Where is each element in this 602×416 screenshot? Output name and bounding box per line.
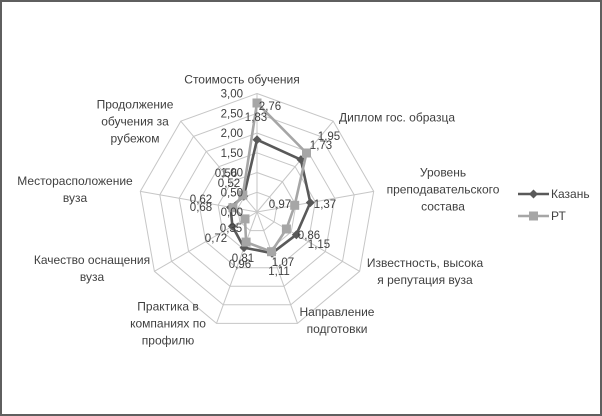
category-label-line: обучения за — [101, 114, 169, 129]
rt-value-label: 0,35 — [220, 223, 242, 235]
grid-spoke — [140, 190, 258, 213]
grid-spoke — [216, 211, 258, 324]
grid-spoke — [256, 211, 298, 324]
kazan-value-label: 1,11 — [268, 266, 290, 278]
category-label-line: состава — [421, 199, 465, 214]
rt-marker — [281, 224, 291, 234]
category-label: Направление подготовки — [300, 304, 375, 338]
rt-value-label: 2,76 — [259, 101, 281, 113]
category-label: Практика в компаниях по профилю — [130, 299, 206, 350]
kazan-value-label: 1,37 — [314, 199, 336, 211]
grid-spoke — [256, 120, 334, 213]
rt-marker — [267, 247, 276, 257]
grid-spoke — [154, 211, 258, 272]
category-label: Известность, высока я репутация вуза — [367, 255, 483, 289]
radial-tick-label: 3,00 — [221, 89, 243, 101]
category-label-line: Известность, высока — [366, 256, 484, 270]
rt-marker — [238, 190, 248, 200]
kazan-value-label: 0,72 — [205, 233, 227, 245]
radial-tick-label: 2,50 — [221, 108, 243, 120]
rt-value-label: 1,07 — [272, 257, 294, 269]
kazan-value-label: 1,83 — [245, 112, 267, 124]
rt-legend-marker-icon — [518, 211, 549, 220]
kazan-value-label: 1,73 — [310, 140, 332, 152]
rt-series-line — [231, 101, 308, 253]
grid-ring — [178, 132, 336, 287]
grid-spoke — [256, 211, 360, 272]
kazan-legend-marker-icon — [518, 189, 549, 198]
category-label-line: я репутация вуза — [377, 273, 473, 287]
category-label-line: вуза — [79, 270, 105, 284]
rt-value-label: 1,95 — [318, 131, 340, 143]
rt-value-label: 0,62 — [190, 194, 212, 206]
category-label-line: Практика в — [137, 299, 199, 314]
legend: Казань РТ — [518, 186, 590, 223]
category-label-line: Диплом гос. образца — [339, 110, 455, 125]
radial-tick-label: 1,50 — [221, 148, 243, 160]
category-label-line: Стоимость обучения — [184, 72, 300, 87]
radial-tick-label: 0,00 — [221, 207, 243, 219]
legend-item-kazan: Казань — [518, 186, 590, 201]
rt-value-label: 0,97 — [269, 199, 291, 211]
kazan-marker — [252, 135, 262, 145]
radial-tick-label: 1,00 — [221, 168, 243, 180]
category-label-line: компаниях по — [130, 316, 206, 331]
category-label: Стоимость обучения — [184, 72, 299, 89]
kazan-value-label: 1,15 — [308, 239, 330, 251]
radial-tick-label: 2,00 — [221, 128, 243, 140]
kazan-value-label: 0,52 — [218, 178, 240, 190]
category-label: Уровень преподавательского состава — [387, 165, 500, 216]
category-label-line: подготовки — [306, 322, 368, 336]
category-label-line: вуза — [62, 191, 88, 205]
grid-ring — [159, 112, 355, 306]
category-label-line: Качество оснащения — [33, 253, 151, 267]
category-label: Качество оснащения вуза — [34, 252, 150, 286]
rt-marker — [240, 214, 250, 224]
category-label: Месторасположение вуза — [17, 173, 132, 207]
legend-label-rt: РТ — [551, 208, 566, 223]
grid-ring — [237, 191, 277, 232]
rt-marker — [228, 203, 238, 213]
category-label-line: профилю — [141, 333, 195, 348]
kazan-marker — [227, 221, 237, 231]
category-label: Диплом гос. образца — [339, 110, 455, 127]
category-label-line: Продолжение — [96, 97, 174, 112]
kazan-marker — [291, 230, 301, 240]
category-label: Продолжение обучения за рубежом — [97, 97, 174, 148]
category-label-line: Уровень — [419, 165, 467, 180]
category-label-line: преподавательского — [386, 182, 500, 197]
kazan-marker — [305, 198, 315, 208]
category-label-line: Направление — [299, 305, 375, 319]
rt-value-label: 0,56 — [215, 168, 237, 180]
legend-label-kazan: Казань — [551, 186, 590, 201]
rt-marker — [252, 98, 262, 108]
rt-marker — [302, 148, 311, 158]
rt-marker — [290, 200, 300, 210]
rt-marker — [241, 237, 251, 247]
grid-ring — [139, 92, 375, 324]
legend-item-rt: РТ — [518, 208, 590, 223]
rt-value-label: 0,86 — [298, 230, 320, 242]
category-label-line: рубежом — [110, 131, 160, 146]
kazan-value-label: 0,96 — [229, 259, 251, 271]
kazan-value-label: 0,68 — [190, 202, 212, 214]
radial-tick-label: 0,50 — [221, 187, 243, 199]
rt-value-label: 0,81 — [232, 253, 254, 265]
grid-spoke — [256, 190, 374, 213]
category-label-line: Месторасположение — [17, 174, 133, 188]
